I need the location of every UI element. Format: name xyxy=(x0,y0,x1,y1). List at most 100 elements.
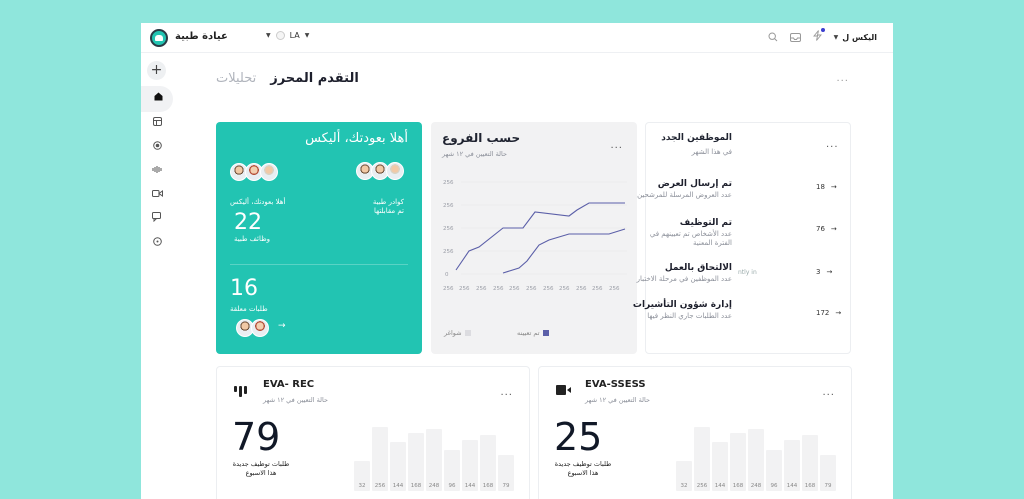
new-employees-subtitle: في هذا الشهر xyxy=(691,148,732,156)
more-options-button[interactable]: ... xyxy=(500,387,513,398)
waveform-icon xyxy=(234,386,247,397)
video-icon xyxy=(151,190,163,197)
branches-chart-card: حسب الفروع حالة التعيين في ١٢ شهر ... 25… xyxy=(431,122,637,354)
sidebar-item-history[interactable] xyxy=(148,235,166,253)
stat-visa-management: إدارة شؤون التأشيرات عدد الطلبات جاري ال… xyxy=(612,300,732,321)
stat-desc: عدد العروض المرسلة للمرشحين xyxy=(637,191,732,199)
stat-onboarding-value[interactable]: 3 → xyxy=(816,268,832,276)
video-camera-icon xyxy=(556,385,571,395)
stat-value: 76 xyxy=(816,225,825,233)
chevron-down-icon: ▼ xyxy=(266,32,271,39)
language-selector[interactable]: ▼ LA ▼ xyxy=(266,31,309,40)
sidebar-item-target[interactable] xyxy=(148,139,166,157)
stat-title: الالتحاق بالعمل xyxy=(664,263,732,273)
bar: 248 xyxy=(748,429,764,491)
welcome-sub-label: أهلا بعودتك، أليكس xyxy=(230,198,286,206)
sidebar-item-home[interactable] xyxy=(141,86,173,112)
bar: 144 xyxy=(462,440,478,491)
notifications-button[interactable] xyxy=(812,28,825,44)
pending-requests-label: طلبات معلقة xyxy=(230,305,268,313)
stat-onboarding: الالتحاق بالعمل عدد الموظفين في مرحلة ال… xyxy=(632,263,732,284)
more-options-button[interactable]: ... xyxy=(610,140,623,151)
page-more-button[interactable]: ... xyxy=(836,73,849,84)
target-icon xyxy=(152,141,162,150)
stat-title: إدارة شؤون التأشيرات xyxy=(632,300,732,310)
svg-text:256: 256 xyxy=(443,180,454,186)
svg-text:0: 0 xyxy=(445,272,449,278)
notification-dot xyxy=(820,28,825,32)
svg-text:256: 256 xyxy=(476,286,487,292)
avatar xyxy=(251,319,269,337)
page-tabs: التقدم المحرز تحليلات xyxy=(216,71,359,86)
stat-hired-value[interactable]: 76 → xyxy=(816,225,837,233)
bar: 79 xyxy=(820,455,836,491)
svg-text:256: 256 xyxy=(576,286,587,292)
chat-icon xyxy=(152,212,161,223)
chart-subtitle: حالة التعيين في ١٢ شهر xyxy=(442,150,508,158)
truncated-text: ntly in xyxy=(738,269,757,276)
tab-analytics[interactable]: تحليلات xyxy=(216,71,257,86)
bar: 168 xyxy=(730,433,746,491)
tab-progress[interactable]: التقدم المحرز xyxy=(270,71,359,86)
stat-desc: عدد الأشخاص تم تعيينهم في الفترة المعنية xyxy=(649,230,732,247)
legend-swatch xyxy=(542,330,549,336)
bar: 144 xyxy=(784,440,800,491)
card-name: EVA-SSESS xyxy=(585,379,646,390)
new-requests-count: 25 xyxy=(554,415,603,459)
svg-text:256: 256 xyxy=(443,249,454,255)
svg-text:256: 256 xyxy=(559,286,570,292)
svg-text:256: 256 xyxy=(509,286,520,292)
bolt-icon xyxy=(812,30,822,41)
bar: 144 xyxy=(390,442,406,491)
arrow-right-icon: → xyxy=(830,183,837,191)
sidebar-item-activity[interactable] xyxy=(148,163,166,181)
bar: 168 xyxy=(802,435,818,491)
arrow-right-icon[interactable]: → xyxy=(278,321,286,331)
sidebar-item-video[interactable] xyxy=(148,187,166,205)
bar-chart: 32 256 144 168 248 96 144 168 79 xyxy=(676,427,836,491)
stat-title: تم التوظيف xyxy=(679,218,732,228)
bar-chart: 32 256 144 168 248 96 144 168 79 xyxy=(354,427,514,491)
bar: 32 xyxy=(676,461,692,491)
clinic-logo-icon[interactable] xyxy=(150,29,168,47)
chevron-down-icon: ▼ xyxy=(304,32,310,39)
avatar-group[interactable] xyxy=(230,163,278,181)
more-options-button[interactable]: ... xyxy=(826,139,839,150)
bar: 256 xyxy=(694,427,710,491)
legend-label: تم تعيينه xyxy=(517,329,540,337)
bar: 144 xyxy=(712,442,728,491)
sidebar-item-layout[interactable] xyxy=(148,115,166,133)
stat-value: 172 xyxy=(816,309,830,317)
bar: 168 xyxy=(480,435,496,491)
avatar-group[interactable] xyxy=(356,162,404,180)
stat-desc: عدد الموظفين في مرحلة الاختبار xyxy=(636,275,732,283)
stat-value: 18 xyxy=(816,183,825,191)
more-options-button[interactable]: ... xyxy=(822,387,835,398)
language-label: LA xyxy=(289,31,300,40)
svg-text:256: 256 xyxy=(443,203,454,209)
add-button[interactable]: + xyxy=(147,61,166,80)
legend-label: شواغر xyxy=(444,329,462,337)
avatar xyxy=(386,162,404,180)
stat-visa-value[interactable]: 172 → xyxy=(816,309,841,317)
card-subtitle: حالة التعيين في ١٢ شهر xyxy=(585,396,651,404)
inbox-icon[interactable] xyxy=(789,32,801,42)
eva-ssess-card: EVA-SSESS حالة التعيين في ١٢ شهر ... 25 … xyxy=(538,366,852,499)
user-menu[interactable]: ▼ اليكس ل xyxy=(834,33,877,42)
svg-text:256: 256 xyxy=(526,286,537,292)
avatar-group[interactable] xyxy=(236,319,269,337)
chart-title: حسب الفروع xyxy=(442,131,521,145)
globe-icon xyxy=(275,31,285,40)
svg-text:256: 256 xyxy=(493,286,504,292)
search-icon[interactable] xyxy=(768,32,778,42)
sidebar-item-messages[interactable] xyxy=(148,211,166,229)
legend-item-vacancies: شواغر xyxy=(444,329,471,337)
svg-text:256: 256 xyxy=(459,286,470,292)
app-window: عيادة طبية ▼ LA ▼ ▼ اليكس ل + xyxy=(141,23,893,499)
legend-item-hired: تم تعيينه xyxy=(517,329,549,337)
layout-icon xyxy=(152,117,162,126)
stat-offer-sent-value[interactable]: 18 → xyxy=(816,183,837,191)
arrow-right-icon: → xyxy=(826,268,833,276)
new-requests-label: طلبات توظيف جديدة هذا الاسبوع xyxy=(232,460,290,477)
welcome-card: أهلا بعودتك، أليكس أهلا بعودتك، أليكس كو… xyxy=(216,122,422,354)
